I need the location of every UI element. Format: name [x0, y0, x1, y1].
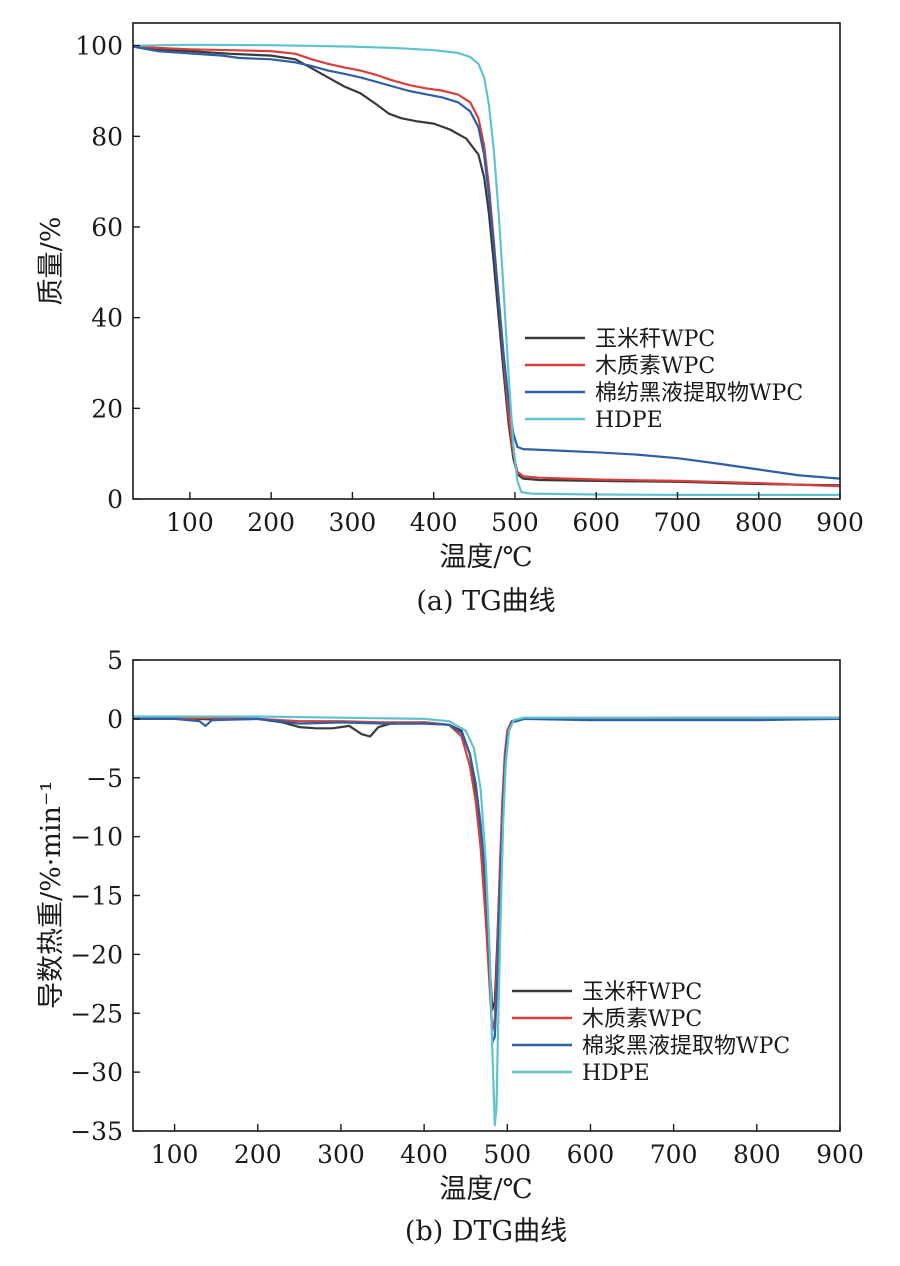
tg-y-axis: 0 20 40 60 80 100: [75, 32, 140, 514]
tg-y-tick-label: 40: [91, 304, 123, 333]
tg-x-tick-label: 500: [491, 508, 539, 537]
tg-x-tick-label: 200: [247, 508, 295, 537]
dtg-x-tick-label: 300: [317, 1140, 365, 1169]
dtg-legend-label-1: 木质素WPC: [582, 1007, 702, 1032]
dtg-y-tick-label: −20: [70, 940, 123, 969]
dtg-legend-label-0: 玉米秆WPC: [582, 980, 702, 1005]
dtg-y-tick-label: −25: [70, 999, 123, 1028]
tg-y-tick-label: 60: [91, 213, 123, 242]
dtg-y-tick-label: −10: [70, 823, 123, 852]
tg-legend-label-3: HDPE: [595, 408, 663, 433]
tg-x-tick-label: 100: [166, 508, 214, 537]
tg-chart: 100 200 300 400 500 600 700 800 900 0 20 40 60 80 100…: [36, 22, 864, 617]
tg-x-tick-label: 900: [816, 508, 864, 537]
tg-y-axis-label: 质量/%: [36, 217, 67, 306]
tg-x-tick-label: 400: [410, 508, 458, 537]
dtg-x-tick-label: 400: [400, 1140, 448, 1169]
tg-plot-frame: [132, 22, 841, 500]
dtg-x-tick-label: 500: [483, 1140, 531, 1169]
tg-series-line-2: [133, 45, 840, 480]
tg-x-axis: 100 200 300 400 500 600 700 800 900: [166, 492, 864, 537]
dtg-x-tick-label: 800: [733, 1140, 781, 1169]
tg-series-line-0: [133, 44, 840, 487]
dtg-y-tick-label: −35: [70, 1117, 123, 1146]
tg-series-line-1: [133, 44, 840, 488]
dtg-y-axis: 5 0 −5 −10 −15 −20 −25 −30 −35: [70, 646, 140, 1146]
dtg-x-axis-label: 温度/℃: [439, 1174, 532, 1205]
tg-x-axis-label: 温度/℃: [439, 542, 532, 573]
tg-caption: (a) TG曲线: [416, 586, 555, 617]
dtg-chart: 100 200 300 400 500 600 700 800 900 5 0 −5 −10 −15 −2…: [36, 646, 864, 1247]
dtg-y-tick-label: 0: [107, 705, 123, 734]
dtg-caption: (b) DTG曲线: [405, 1216, 567, 1247]
dtg-y-tick-label: −5: [86, 764, 123, 793]
tg-y-tick-label: 20: [91, 394, 123, 423]
dtg-x-tick-label: 900: [816, 1140, 864, 1169]
dtg-x-tick-label: 700: [650, 1140, 698, 1169]
dtg-y-tick-label: −30: [70, 1058, 123, 1087]
dtg-plot-area: [133, 715, 840, 1127]
dtg-y-tick-label: −15: [70, 882, 123, 911]
tg-legend-label-1: 木质素WPC: [595, 354, 715, 379]
dtg-legend-label-3: HDPE: [582, 1061, 650, 1086]
tg-x-tick-label: 600: [572, 508, 620, 537]
tg-x-tick-label: 800: [735, 508, 783, 537]
tg-y-tick-label: 0: [107, 485, 123, 514]
dtg-x-tick-label: 600: [567, 1140, 615, 1169]
tg-series-line-3: [133, 43, 840, 496]
dtg-x-axis: 100 200 300 400 500 600 700 800 900: [151, 1124, 864, 1169]
dtg-y-tick-label: 5: [107, 646, 123, 675]
dtg-x-tick-label: 100: [151, 1140, 199, 1169]
tg-y-tick-label: 100: [75, 32, 123, 61]
dtg-y-axis-label: 导数热重/%·min⁻¹: [36, 781, 67, 1009]
tg-x-tick-label: 700: [654, 508, 702, 537]
dtg-series-line-3: [133, 715, 840, 1127]
dtg-x-tick-label: 200: [234, 1140, 282, 1169]
tg-legend-label-0: 玉米秆WPC: [595, 327, 715, 352]
dtg-legend-label-2: 棉浆黑液提取物WPC: [582, 1034, 790, 1059]
tg-legend-label-2: 棉纺黑液提取物WPC: [595, 381, 803, 406]
tg-x-tick-label: 300: [329, 508, 377, 537]
tg-plot-area: [133, 43, 840, 496]
tg-y-tick-label: 80: [91, 122, 123, 151]
